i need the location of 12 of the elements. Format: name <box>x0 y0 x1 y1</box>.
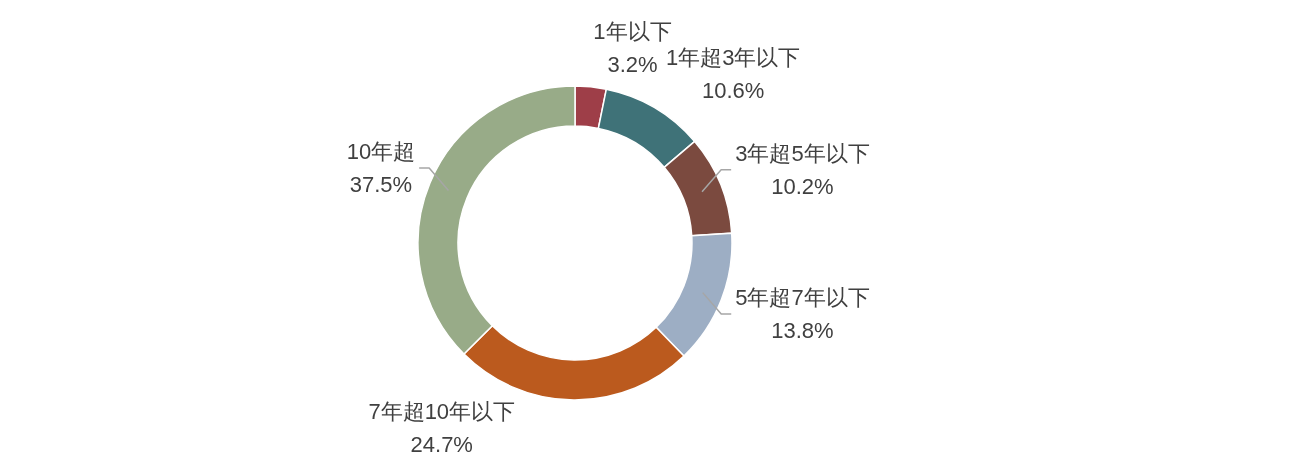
data-label: 37.5% <box>349 171 413 197</box>
slice-label: 1年以下 <box>593 18 672 44</box>
slice-label: 10年超 <box>346 138 416 164</box>
data-label: 13.8% <box>771 318 834 344</box>
data-label: 10.2% <box>771 173 834 199</box>
slice-label: 5年超7年以下 <box>735 285 870 311</box>
slice-label: 7年超10年以下 <box>368 399 516 424</box>
data-label: 10.6% <box>702 78 765 104</box>
slice-label: 3年超5年以下 <box>735 140 870 166</box>
slice-label: 1年超3年以下 <box>665 45 801 71</box>
data-label: 24.7% <box>410 432 473 457</box>
data-label: 3.2% <box>607 51 658 77</box>
